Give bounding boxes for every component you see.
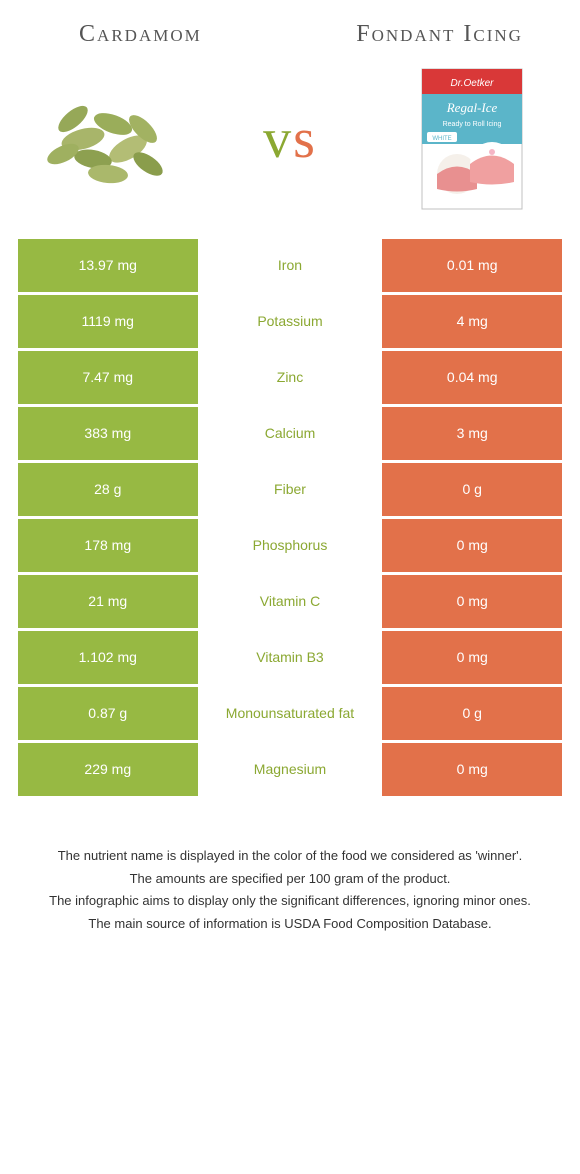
nutrient-name: Calcium bbox=[198, 407, 383, 460]
left-value: 1119 mg bbox=[18, 295, 198, 348]
right-value: 0 g bbox=[382, 687, 562, 740]
right-value: 0 mg bbox=[382, 575, 562, 628]
right-value: 0.04 mg bbox=[382, 351, 562, 404]
footnotes: The nutrient name is displayed in the co… bbox=[18, 846, 562, 935]
table-row: 1119 mgPotassium4 mg bbox=[18, 295, 562, 348]
svg-text:Regal-Ice: Regal-Ice bbox=[446, 100, 498, 115]
table-row: 383 mgCalcium3 mg bbox=[18, 407, 562, 460]
left-value: 229 mg bbox=[18, 743, 198, 796]
nutrient-table: 13.97 mgIron0.01 mg1119 mgPotassium4 mg7… bbox=[18, 239, 562, 796]
nutrient-name: Vitamin C bbox=[198, 575, 383, 628]
right-value: 3 mg bbox=[382, 407, 562, 460]
nutrient-name: Iron bbox=[198, 239, 383, 292]
table-row: 0.87 gMonounsaturated fat0 g bbox=[18, 687, 562, 740]
cardamom-image bbox=[28, 69, 188, 209]
left-value: 28 g bbox=[18, 463, 198, 516]
images-row: vs Dr.Oetker Regal-Ice Ready to Roll Ici… bbox=[18, 69, 562, 209]
icing-image: Dr.Oetker Regal-Ice Ready to Roll Icing … bbox=[392, 69, 552, 209]
nutrient-name: Fiber bbox=[198, 463, 383, 516]
nutrient-name: Magnesium bbox=[198, 743, 383, 796]
footnote-line: The infographic aims to display only the… bbox=[28, 891, 552, 912]
right-value: 0.01 mg bbox=[382, 239, 562, 292]
table-row: 13.97 mgIron0.01 mg bbox=[18, 239, 562, 292]
nutrient-name: Zinc bbox=[198, 351, 383, 404]
left-value: 383 mg bbox=[18, 407, 198, 460]
left-food-title: Cardamom bbox=[18, 20, 263, 49]
table-row: 21 mgVitamin C0 mg bbox=[18, 575, 562, 628]
nutrient-name: Monounsaturated fat bbox=[198, 687, 383, 740]
header: Cardamom Fondant Icing bbox=[18, 20, 562, 49]
right-value: 0 g bbox=[382, 463, 562, 516]
nutrient-name: Phosphorus bbox=[198, 519, 383, 572]
left-value: 178 mg bbox=[18, 519, 198, 572]
table-row: 28 gFiber0 g bbox=[18, 463, 562, 516]
footnote-line: The nutrient name is displayed in the co… bbox=[28, 846, 552, 867]
left-value: 1.102 mg bbox=[18, 631, 198, 684]
right-value: 0 mg bbox=[382, 519, 562, 572]
left-value: 7.47 mg bbox=[18, 351, 198, 404]
right-value: 0 mg bbox=[382, 631, 562, 684]
table-row: 229 mgMagnesium0 mg bbox=[18, 743, 562, 796]
svg-text:Ready to Roll Icing: Ready to Roll Icing bbox=[443, 121, 502, 128]
footnote-line: The amounts are specified per 100 gram o… bbox=[28, 869, 552, 890]
footnote-line: The main source of information is USDA F… bbox=[28, 914, 552, 935]
svg-text:WHITE: WHITE bbox=[432, 136, 451, 142]
right-value: 0 mg bbox=[382, 743, 562, 796]
nutrient-name: Potassium bbox=[198, 295, 383, 348]
svg-text:Dr.Oetker: Dr.Oetker bbox=[451, 78, 495, 89]
right-food-title: Fondant Icing bbox=[317, 20, 562, 49]
table-row: 7.47 mgZinc0.04 mg bbox=[18, 351, 562, 404]
nutrient-name: Vitamin B3 bbox=[198, 631, 383, 684]
left-value: 13.97 mg bbox=[18, 239, 198, 292]
right-value: 4 mg bbox=[382, 295, 562, 348]
table-row: 178 mgPhosphorus0 mg bbox=[18, 519, 562, 572]
table-row: 1.102 mgVitamin B30 mg bbox=[18, 631, 562, 684]
left-value: 21 mg bbox=[18, 575, 198, 628]
vs-label: vs bbox=[263, 107, 317, 171]
left-value: 0.87 g bbox=[18, 687, 198, 740]
